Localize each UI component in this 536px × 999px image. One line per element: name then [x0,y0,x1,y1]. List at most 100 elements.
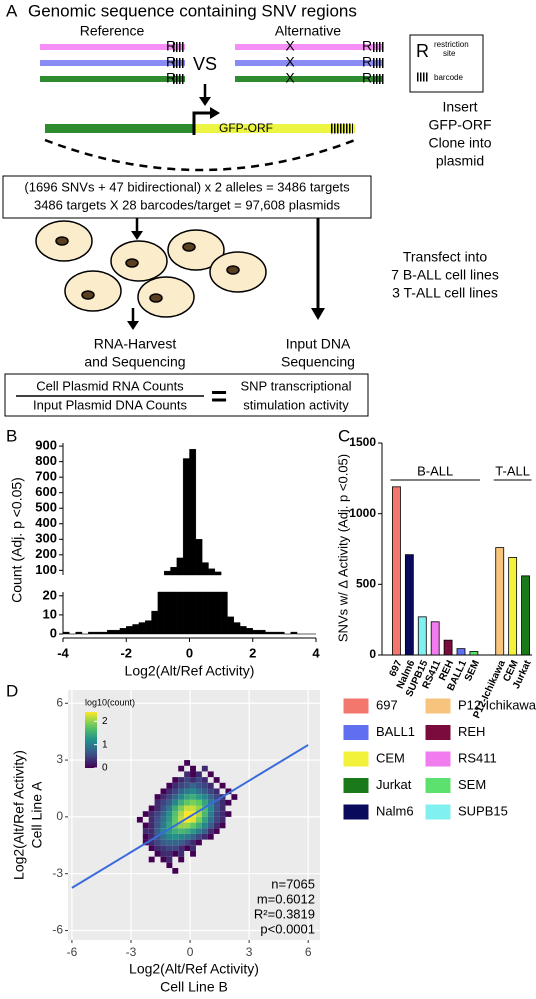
snv-mark: X [285,54,295,70]
heatmap-cell [201,777,208,783]
cell [167,229,225,271]
heatmap-cell [148,805,155,812]
key-box: R restriction site barcode [409,34,484,93]
heatmap-cell [178,856,185,863]
colorbar-tick-label: 1 [102,739,108,750]
bar [392,486,401,656]
heatmap-cell [172,799,179,806]
histogram-bar [214,571,222,635]
arrow-head [199,97,211,106]
heatmap-cell [201,788,208,795]
heatmap-cell [166,850,173,857]
heatmap-cell [190,850,196,857]
targets-text: 3486 targets X 28 barcodes/target = 97,6… [34,197,341,212]
histogram-bar [271,631,279,635]
promoter-head [210,107,220,119]
y-tick-label: 200 [35,546,57,561]
heatmap-cell [148,822,155,829]
heatmap-cell [166,794,173,800]
heatmap-cell [213,828,220,834]
y-tick-label: 0 [50,625,57,640]
legend-swatch [342,777,370,794]
heatmap-cell [160,856,167,863]
legend-label: Jurkat [376,777,412,792]
heatmap-cell [195,794,202,800]
heatmap-cell [190,845,196,851]
y-tick-label: 0 [56,809,63,823]
legend-swatch [424,750,452,768]
reference-label: Reference [80,23,145,39]
heatmap-cell [142,811,149,817]
heatmap-cell [148,816,155,823]
heatmap-cell [213,799,220,806]
legend-swatch [424,777,452,794]
legend-label: 697 [376,697,398,712]
heatmap-cell [154,811,161,817]
heatmap-cell [213,811,220,817]
key-label: site [443,49,456,58]
histogram-bar [182,458,190,635]
heatmap-cell [231,794,238,800]
heatmap-cell [136,816,143,823]
alternative-sequences: X X X R R R [235,38,385,86]
heatmap-cell [201,822,208,829]
heatmap-cell [166,822,173,829]
heatmap-cell [184,822,191,829]
sequence-bar [235,76,383,82]
heatmap-cell [184,777,191,783]
key-symbol: R [416,41,429,61]
nucleus [81,290,95,300]
heatmap-cell [154,828,161,834]
x-axis-label: Cell Line B [160,979,228,995]
heatmap-cell [142,828,149,834]
heatmap-cell [190,777,196,783]
heatmap-cell [190,799,196,806]
histogram-bar [119,628,127,635]
histogram-bar [265,631,272,635]
restriction-mark: R [166,70,176,86]
heatmap-cell [178,845,185,851]
heatmap-cell [195,788,202,795]
legend-label: P12-Ichikawa [458,697,536,712]
heatmap-cell [178,816,185,823]
heatmap-cell [166,805,173,812]
histogram-bar [100,631,108,635]
key-label: barcode [434,73,463,82]
heatmap-cell [219,816,226,823]
equals: = [211,380,227,411]
heatmap-cell [184,782,191,789]
heatmap-cell [154,805,161,812]
heatmap-cell [219,811,226,817]
heatmap-cell [201,833,208,840]
x-tick-label: -3 [126,945,137,959]
heatmap-cell [207,805,214,812]
panel-label: B [6,426,17,445]
heatmap-cell [154,816,161,823]
heatmap-cell [213,816,220,823]
legend-swatch [342,724,370,741]
heatmap-cell [154,794,161,800]
heatmap-cell [178,799,185,806]
histogram-bar [195,539,203,635]
panel-label: D [6,681,18,700]
colorbar-title: log10(count) [85,697,135,707]
histogram-bar [62,631,70,635]
colorbar-tick-label: 0 [102,763,108,774]
legend-swatch [424,724,452,741]
y-tick-label: 300 [35,531,57,546]
key-label: restriction [434,40,469,49]
targets-text: (1696 SNVs + 47 bidirectional) x 2 allel… [24,179,350,194]
heatmap-cell [160,828,167,834]
heatmap-cell [178,794,185,800]
cell [110,240,168,282]
plasmid-backbone [45,124,195,133]
heatmap-cell [207,771,214,778]
bar [456,648,466,656]
heatmap-cell [160,839,167,846]
heatmap-cell [190,839,196,846]
y-tick-label: 10 [43,606,57,621]
y-tick-label: 900 [35,438,57,453]
heatmap-cell [207,782,214,789]
